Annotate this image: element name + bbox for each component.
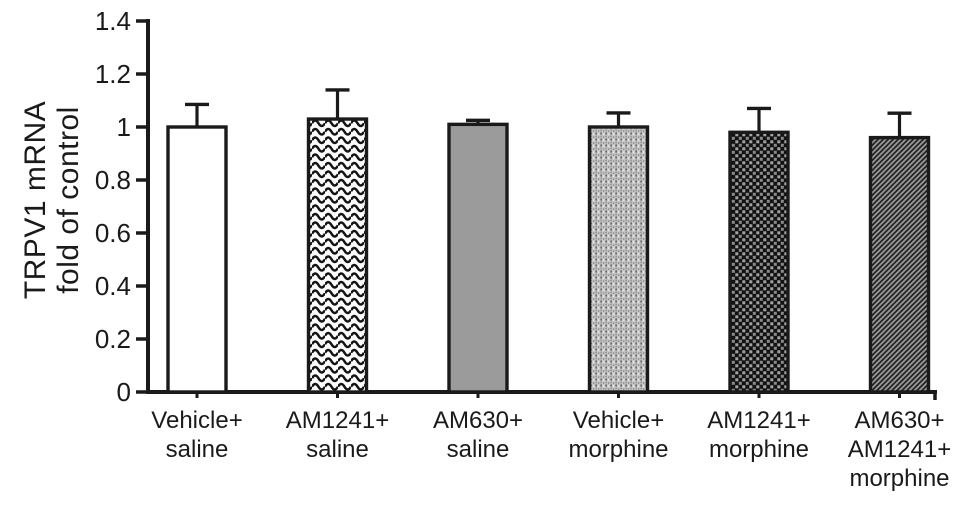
bar-group-am630-saline: AM630+ saline: [433, 118, 523, 463]
y-tick-label: 1.2: [95, 59, 131, 89]
bar-group-am1241-morphine: AM1241+ morphine: [707, 106, 811, 463]
x-category-label-am630-am1241-morphine: AM630+ AM1241+ morphine: [848, 407, 951, 492]
y-tick-label: 1: [117, 112, 131, 142]
y-tick-label: 0.8: [95, 165, 131, 195]
x-category-label-am1241-saline: AM1241+ saline: [286, 407, 389, 463]
bar-am630-saline: [447, 122, 509, 394]
x-category-label-vehicle-morphine: Vehicle+ morphine: [568, 407, 668, 463]
x-category-label-am630-saline: AM630+ saline: [433, 407, 523, 463]
bar-am1241-morphine: [728, 130, 790, 394]
y-tick-label: 0.4: [95, 271, 131, 301]
y-tick-label: 0.2: [95, 324, 131, 354]
x-category-label-am1241-morphine: AM1241+ morphine: [707, 407, 810, 463]
bar-am1241-saline: [306, 117, 369, 394]
bar-group-am1241-saline: AM1241+ saline: [286, 88, 389, 463]
y-tick-label: 1.4: [95, 6, 131, 36]
x-category-label-vehicle-saline: Vehicle+ saline: [151, 407, 242, 463]
bar-group-vehicle-saline: Vehicle+ saline: [151, 102, 243, 463]
bar-am630-am1241-morphine: [868, 135, 931, 394]
y-tick-label: 0.6: [95, 218, 131, 248]
bar-group-vehicle-morphine: Vehicle+ morphine: [568, 111, 669, 463]
bar-group-am630-am1241-morphine: AM630+ AM1241+ morphine: [848, 111, 951, 492]
bar-vehicle-morphine: [587, 125, 650, 394]
y-tick-label: 0: [117, 377, 131, 407]
bar-vehicle-saline: [166, 125, 228, 394]
